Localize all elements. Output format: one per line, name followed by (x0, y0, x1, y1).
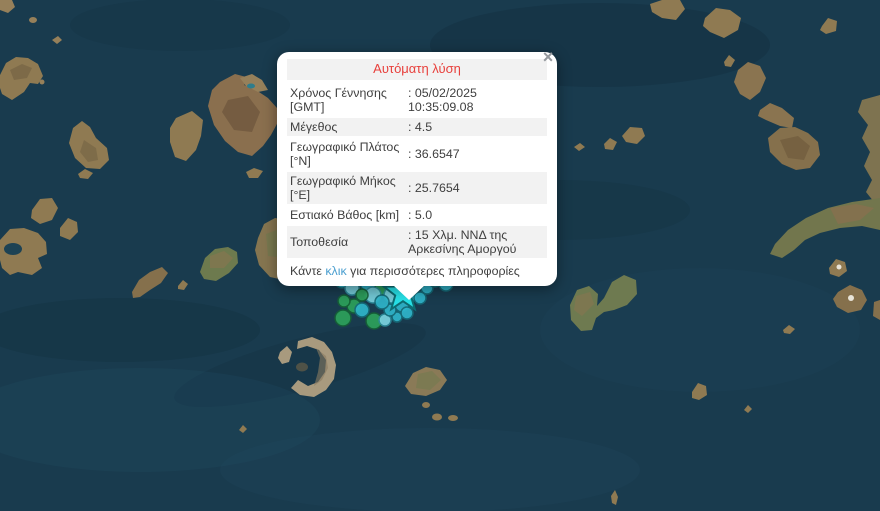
popup-title: Αυτόματη λύση (287, 59, 547, 80)
popup-tail (393, 285, 425, 301)
earthquake-marker[interactable] (374, 294, 390, 310)
row-label: Εστιακό Βάθος [km] (290, 207, 400, 222)
popup-row: Γεωγραφικό Μήκος [°E]: 25.7654 (287, 171, 547, 204)
popup-row: Εστιακό Βάθος [km] : 5.0 (287, 206, 547, 224)
popup-footer: Κάντε κλικ για περισσότερες πληροφορίες (287, 263, 547, 279)
footer-text-suffix: για περισσότερες πληροφορίες (346, 263, 520, 278)
earthquake-marker[interactable] (355, 288, 369, 302)
earthquake-marker[interactable] (354, 302, 370, 318)
earthquake-marker[interactable] (400, 306, 414, 320)
popup-row: Γεωγραφικό Πλάτος [°N] : 36.6547 (287, 138, 547, 170)
popup-row: Τοποθεσία: 15 Χλμ. ΝΝΔ της Αρκεσίνης Αμο… (287, 225, 547, 258)
row-label: Χρόνος Γέννησης [GMT] (290, 85, 387, 114)
row-value: : 15 Χλμ. ΝΝΔ της Αρκεσίνης Αμοργού (405, 225, 547, 258)
row-value: : 25.7654 (405, 171, 547, 204)
row-value: : 4.5 (405, 117, 547, 136)
footer-text-prefix: Κάντε (290, 263, 326, 278)
row-label: Γεωγραφικό Πλάτος [°N] (290, 139, 400, 168)
close-icon[interactable]: × (542, 47, 554, 67)
more-info-link[interactable]: κλικ (325, 263, 347, 278)
popup-row: Μέγεθος: 4.5 (287, 117, 547, 136)
row-value: : 36.6547 (408, 146, 460, 161)
row-value: : 5.0 (408, 207, 433, 222)
popup-row: Χρόνος Γέννησης [GMT] : 05/02/2025 10:35:… (287, 84, 547, 116)
earthquake-marker[interactable] (337, 294, 351, 308)
popup-table: Χρόνος Γέννησης [GMT] : 05/02/2025 10:35:… (287, 82, 547, 260)
row-value: : 05/02/2025 10:35:09.08 (408, 85, 477, 114)
row-label: Μέγεθος (287, 117, 405, 136)
earthquake-popup: Αυτόματη λύση Χρόνος Γέννησης [GMT] : 05/… (277, 52, 557, 301)
earthquake-marker[interactable] (334, 309, 352, 327)
row-label: Γεωγραφικό Μήκος [°E] (287, 171, 405, 204)
row-label: Τοποθεσία (287, 225, 405, 258)
